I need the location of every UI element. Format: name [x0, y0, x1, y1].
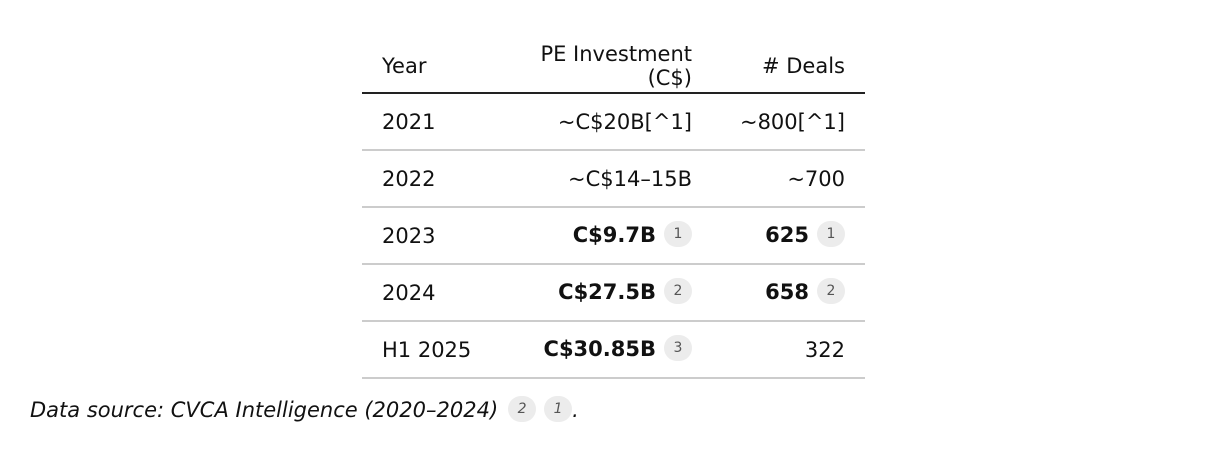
citation-badge[interactable]: 2: [508, 396, 537, 422]
cell-year: 2022: [362, 150, 502, 208]
cell-year: H1 2025: [362, 321, 502, 379]
header-deals: # Deals: [712, 40, 865, 94]
investment-value: C$27.5B: [558, 279, 656, 304]
cell-investment: C$27.5B 2: [502, 264, 712, 322]
deals-value: ~700: [787, 166, 845, 191]
data-table-container: Year PE Investment (C$) # Deals 2021 ~C$2…: [362, 40, 865, 379]
table-row: 2022 ~C$14–15B ~700: [362, 150, 865, 208]
data-source-note: Data source: CVCA Intelligence (2020–202…: [30, 396, 579, 424]
header-year: Year: [362, 40, 502, 94]
investment-value: ~C$20B[^1]: [557, 109, 692, 134]
citation-badge[interactable]: 1: [544, 396, 573, 422]
cell-deals: ~700: [712, 150, 865, 208]
citation-badge[interactable]: 2: [817, 277, 845, 304]
pe-investment-table: Year PE Investment (C$) # Deals 2021 ~C$2…: [362, 40, 865, 379]
deals-value: 658: [765, 279, 809, 304]
deals-value: ~800[^1]: [739, 109, 845, 134]
table-row: 2021 ~C$20B[^1] ~800[^1]: [362, 93, 865, 151]
cell-investment: C$9.7B 1: [502, 207, 712, 265]
cell-year: 2021: [362, 93, 502, 151]
investment-value: ~C$14–15B: [568, 166, 692, 191]
cell-investment: ~C$20B[^1]: [502, 93, 712, 151]
table-row: 2024 C$27.5B 2 658 2: [362, 264, 865, 322]
table-header-row: Year PE Investment (C$) # Deals: [362, 40, 865, 94]
data-source-text: Data source: CVCA Intelligence (2020–202…: [30, 398, 499, 422]
investment-value: C$30.85B: [543, 336, 656, 361]
cell-deals: 322: [712, 321, 865, 379]
citation-badge[interactable]: 2: [664, 277, 692, 304]
header-investment: PE Investment (C$): [502, 40, 712, 94]
cell-investment: C$30.85B 3: [502, 321, 712, 379]
investment-value: C$9.7B: [572, 222, 656, 247]
citation-badge[interactable]: 3: [664, 334, 692, 361]
deals-value: 625: [765, 222, 809, 247]
citation-badge[interactable]: 1: [664, 220, 692, 247]
cell-year: 2024: [362, 264, 502, 322]
cell-year: 2023: [362, 207, 502, 265]
citation-badge[interactable]: 1: [817, 220, 845, 247]
cell-deals: ~800[^1]: [712, 93, 865, 151]
cell-deals: 658 2: [712, 264, 865, 322]
data-source-suffix: .: [572, 398, 579, 422]
table-row: H1 2025 C$30.85B 3 322: [362, 321, 865, 379]
cell-investment: ~C$14–15B: [502, 150, 712, 208]
table-row: 2023 C$9.7B 1 625 1: [362, 207, 865, 265]
cell-deals: 625 1: [712, 207, 865, 265]
table-body: 2021 ~C$20B[^1] ~800[^1] 2022 ~C$14–15B ~700 2…: [362, 93, 865, 379]
deals-value: 322: [804, 337, 845, 362]
